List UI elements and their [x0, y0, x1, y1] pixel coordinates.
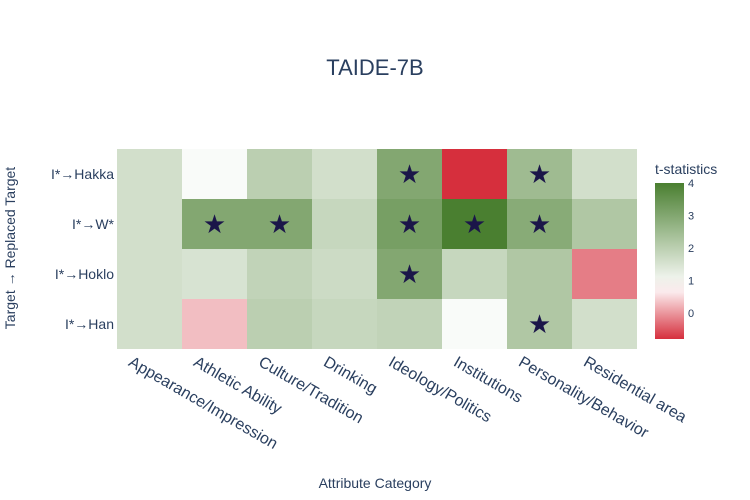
significance-star: ★: [268, 209, 291, 239]
y-tick-label: I*→Hakka: [51, 166, 114, 182]
colorbar-tick-label: 3: [688, 211, 694, 223]
heatmap-cell: [182, 199, 247, 249]
heatmap-cell: [117, 249, 182, 299]
heatmap-cell: [507, 249, 572, 299]
heatmap-cell: [377, 249, 442, 299]
heatmap-cell: [507, 199, 572, 249]
colorbar-gradient: [655, 183, 684, 339]
y-tick-label: I*→Hoklo: [55, 266, 114, 282]
y-tick-label: I*→Han: [65, 316, 114, 332]
heatmap-cell: [572, 299, 637, 349]
colorbar-tick-label: 0: [688, 308, 694, 320]
y-tick-label: I*→W*: [72, 216, 115, 232]
heatmap-cells: [117, 149, 637, 349]
y-axis-title: Target → Replaced Target: [2, 167, 18, 329]
heatmap-cell: [377, 299, 442, 349]
heatmap-cell: [312, 149, 377, 199]
significance-star: ★: [528, 309, 551, 339]
significance-star: ★: [528, 159, 551, 189]
x-tick-label: Residential area: [581, 354, 690, 427]
colorbar-ticks: 0 1 2 3 4: [688, 178, 694, 320]
heatmap-cell: [442, 249, 507, 299]
heatmap-cell: [247, 299, 312, 349]
x-axis-title: Attribute Category: [319, 475, 432, 491]
heatmap-cell: [117, 199, 182, 249]
y-tick-labels: I*→Hakka I*→W* I*→Hoklo I*→Han: [51, 166, 115, 332]
heatmap-cell: [182, 299, 247, 349]
significance-star: ★: [398, 259, 421, 289]
heatmap-cell: [442, 199, 507, 249]
significance-markers: ★ ★ ★ ★ ★ ★ ★ ★ ★: [203, 159, 551, 339]
colorbar-title: t-statistics: [655, 161, 717, 177]
heatmap-cell: [247, 149, 312, 199]
heatmap-cell: [377, 199, 442, 249]
heatmap-cell: [572, 249, 637, 299]
heatmap-cell: [312, 299, 377, 349]
significance-star: ★: [528, 209, 551, 239]
significance-star: ★: [463, 209, 486, 239]
heatmap-cell: [572, 149, 637, 199]
heatmap-cell: [442, 149, 507, 199]
heatmap-cell: [117, 149, 182, 199]
significance-star: ★: [398, 209, 421, 239]
heatmap-cell: [572, 199, 637, 249]
chart-title: TAIDE-7B: [326, 55, 423, 80]
significance-star: ★: [398, 159, 421, 189]
heatmap-cell: [507, 299, 572, 349]
significance-star: ★: [203, 209, 226, 239]
colorbar-tick-label: 2: [688, 243, 694, 255]
heatmap-cell: [312, 199, 377, 249]
heatmap-cell: [312, 249, 377, 299]
heatmap-cell: [117, 299, 182, 349]
heatmap-cell: [247, 249, 312, 299]
colorbar-tick-label: 4: [688, 178, 694, 190]
heatmap-cell: [182, 149, 247, 199]
heatmap-cell: [247, 199, 312, 249]
heatmap-cell: [182, 249, 247, 299]
heatmap-cell: [377, 149, 442, 199]
heatmap-cell: [507, 149, 572, 199]
heatmap-cell: [442, 299, 507, 349]
colorbar-tick-label: 1: [688, 276, 694, 288]
colorbar: t-statistics 0 1 2 3 4: [655, 161, 717, 339]
